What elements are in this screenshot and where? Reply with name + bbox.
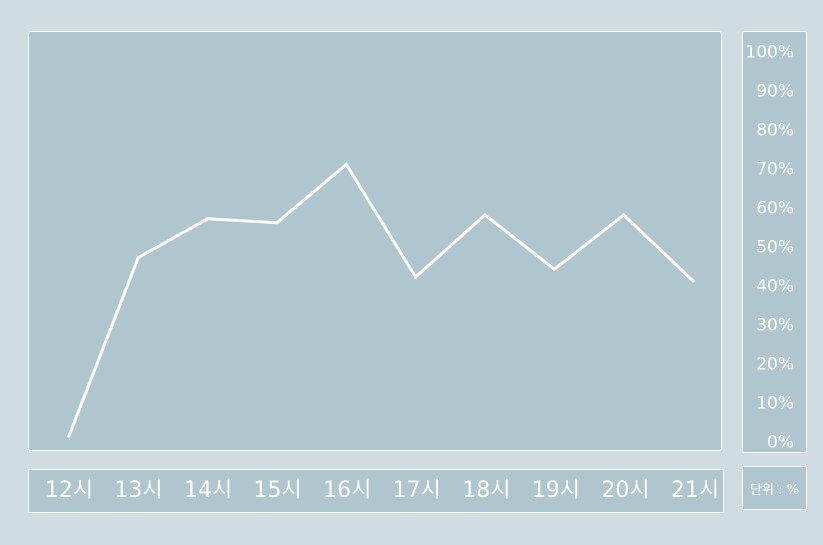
x-tick-label: 21시 bbox=[670, 478, 720, 503]
y-tick-label: 70% bbox=[756, 159, 794, 180]
data-point bbox=[552, 267, 556, 271]
x-tick-label: 15시 bbox=[253, 478, 302, 503]
data-point bbox=[414, 275, 418, 279]
x-tick-label: 18시 bbox=[462, 478, 511, 503]
y-tick-label: 20% bbox=[756, 354, 794, 375]
data-point bbox=[206, 217, 210, 221]
y-tick-label: 60% bbox=[756, 198, 794, 219]
x-tick-label: 12시 bbox=[44, 478, 94, 503]
y-tick-label: 80% bbox=[756, 120, 794, 141]
x-tick-label: 19시 bbox=[531, 478, 580, 503]
x-axis-panel: 12시 13시 14시 15시 16시 17시 18시 19시 20시 21시 bbox=[28, 469, 724, 513]
data-point bbox=[622, 213, 626, 217]
data-point bbox=[67, 434, 71, 438]
data-point bbox=[344, 162, 348, 166]
y-axis-panel: 100% 90% 80% 70% 60% 50% 40% 30% 20% 10% 0% bbox=[742, 31, 807, 453]
x-tick-label: 17시 bbox=[392, 478, 441, 503]
data-point bbox=[691, 279, 695, 283]
y-tick-label: 40% bbox=[756, 276, 794, 297]
plot-area bbox=[28, 31, 722, 451]
unit-panel: 단위 : % bbox=[742, 466, 807, 510]
series-line-0 bbox=[67, 162, 695, 438]
y-tick-label: 30% bbox=[756, 315, 794, 336]
unit-label: 단위 : % bbox=[750, 482, 799, 498]
y-tick-label: 10% bbox=[756, 393, 794, 414]
data-point bbox=[275, 221, 279, 225]
x-tick-label: 13시 bbox=[114, 478, 163, 503]
y-tick-label: 50% bbox=[756, 237, 794, 258]
y-tick-label: 90% bbox=[756, 81, 794, 102]
y-tick-label: 0% bbox=[767, 432, 794, 453]
data-point bbox=[483, 213, 487, 217]
y-tick-label: 100% bbox=[745, 42, 794, 63]
x-tick-label: 16시 bbox=[323, 478, 372, 503]
x-tick-label: 20시 bbox=[601, 478, 650, 503]
x-tick-label: 14시 bbox=[183, 478, 233, 503]
data-point bbox=[136, 256, 140, 260]
line-chart-svg bbox=[67, 162, 695, 438]
